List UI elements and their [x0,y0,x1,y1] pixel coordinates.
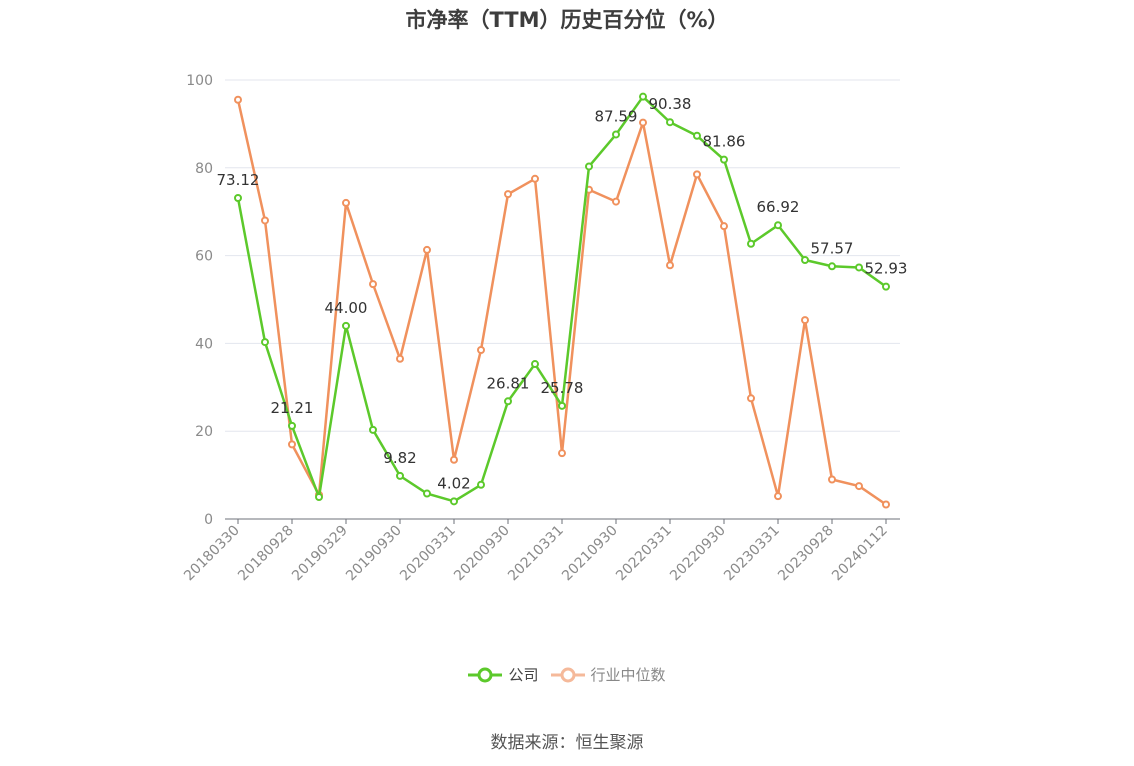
industry-data-point [261,216,269,225]
company-data-point [234,194,242,203]
y-tick-label: 60 [195,249,213,265]
series-lines [234,92,890,509]
company-data-point [801,255,809,264]
industry-data-point [666,261,674,270]
y-tick-label: 20 [195,424,213,440]
x-tick-label: 20240112 [829,523,891,585]
chart-title: 市净率（TTM）历史百分位（%） [405,8,729,32]
data-label: 81.86 [703,133,746,151]
company-data-point [342,321,350,330]
company-data-point [882,282,890,291]
industry-data-point [369,280,377,289]
industry-data-point [828,475,836,484]
industry-data-point [477,345,485,354]
industry-data-point [342,198,350,207]
company-data-point [666,118,674,127]
industry-data-point [396,354,404,363]
x-tick-label: 20180330 [181,523,243,585]
company-data-point [828,262,836,271]
industry-data-point [774,492,782,501]
x-tick-label: 20190329 [289,523,351,585]
data-label: 21.21 [271,399,314,417]
data-label: 66.92 [757,198,800,216]
industry-data-point [693,170,701,179]
company-data-point [504,397,512,406]
data-label: 52.93 [865,260,908,278]
x-tick-label: 20210331 [505,523,567,585]
company-data-point [477,480,485,489]
industry-data-point [423,245,431,254]
company-data-point [288,421,296,430]
industry-data-point [558,449,566,458]
company-data-point [855,263,863,272]
company-data-point [558,401,566,410]
axes: 0 20 40 60 80 100 2018033020180928201903292019… [181,73,900,584]
company-data-point [747,239,755,248]
x-tick-label: 20190930 [343,523,405,585]
industry-data-point [450,455,458,464]
company-data-point [369,425,377,434]
legend-industry-marker-icon [550,667,585,682]
chart-legend: 公司 行业中位数 [0,664,1134,685]
data-label: 90.38 [649,95,692,113]
data-label: 73.12 [217,171,260,189]
company-data-point [774,221,782,230]
x-tick-label: 20230928 [775,523,837,585]
x-tick-label: 20210930 [559,523,621,585]
data-label: 44.00 [325,299,368,317]
x-tick-label: 20220930 [667,523,729,585]
data-label: 26.81 [487,374,530,392]
company-data-point [423,489,431,498]
industry-data-point [234,95,242,104]
company-data-point [720,155,728,164]
legend-company-marker-icon [468,667,503,682]
data-label: 87.59 [595,107,638,125]
industry-data-point [639,118,647,127]
data-label: 25.78 [541,379,584,397]
data-label: 9.82 [383,449,416,467]
legend-item-company[interactable]: 公司 [468,664,539,685]
company-data-point [693,131,701,140]
industry-data-point [504,190,512,199]
data-source-note: 数据来源：恒生聚源 [490,733,644,753]
company-data-point [261,338,269,347]
company-data-point [531,360,539,369]
company-data-point [450,497,458,506]
y-tick-label: 80 [195,161,213,177]
legend-company-label: 公司 [508,666,539,684]
data-label: 4.02 [437,474,470,492]
legend-item-industry[interactable]: 行业中位数 [550,664,666,685]
company-data-point [396,471,404,480]
company-data-point [585,162,593,171]
company-data-point [315,493,323,502]
y-tick-label: 0 [204,512,213,528]
x-tick-label: 20180928 [235,523,297,585]
company-data-point [639,92,647,101]
industry-data-point [612,197,620,206]
x-tick-label: 20200331 [397,523,459,585]
x-tick-label: 20220331 [613,523,675,585]
industry-data-point [747,394,755,403]
x-tick-label: 20230331 [721,523,783,585]
industry-data-point [801,316,809,325]
y-tick-label: 100 [186,73,213,89]
x-tick-label: 20200930 [451,523,513,585]
company-data-point [612,130,620,139]
y-tick-label: 40 [195,336,213,352]
data-label: 57.57 [811,239,854,257]
industry-data-point [720,222,728,231]
industry-data-point [855,482,863,491]
industry-data-point [531,174,539,183]
industry-data-point [288,440,296,449]
industry-data-point [882,500,890,509]
data-labels: 73.12 21.21 44.00 9.82 4.02 26.81 25.78 87.59 90… [217,95,908,492]
legend-industry-label: 行业中位数 [590,666,666,684]
